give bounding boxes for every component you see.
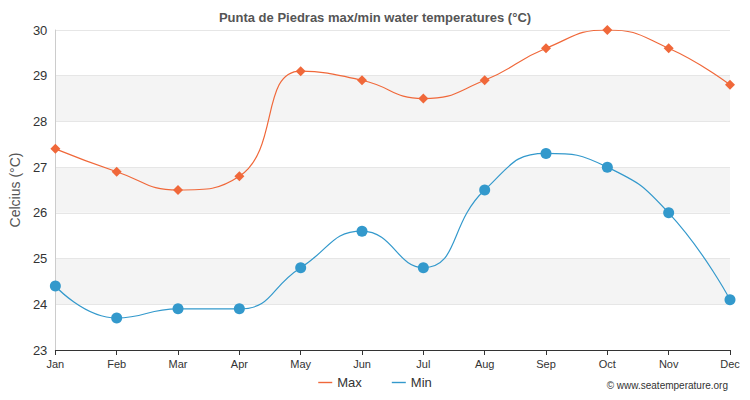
svg-text:Feb: Feb [107, 358, 126, 370]
svg-text:24: 24 [33, 297, 47, 312]
svg-text:May: May [290, 358, 311, 370]
svg-text:29: 29 [33, 68, 47, 83]
svg-text:© www.seatemperature.org: © www.seatemperature.org [607, 380, 728, 391]
svg-text:23: 23 [33, 343, 47, 358]
svg-text:Mar: Mar [169, 358, 188, 370]
svg-text:Jun: Jun [353, 358, 371, 370]
svg-text:27: 27 [33, 160, 47, 175]
svg-text:Max: Max [337, 375, 362, 390]
svg-text:Min: Min [411, 375, 432, 390]
svg-text:Apr: Apr [231, 358, 248, 370]
svg-text:Celcius (°C): Celcius (°C) [7, 153, 23, 228]
svg-text:Punta de Piedras max/min water: Punta de Piedras max/min water temperatu… [219, 10, 531, 25]
svg-text:Aug: Aug [475, 358, 495, 370]
svg-text:25: 25 [33, 251, 47, 266]
svg-text:Dec: Dec [720, 358, 740, 370]
svg-text:Oct: Oct [599, 358, 616, 370]
svg-text:28: 28 [33, 114, 47, 129]
svg-text:Jan: Jan [46, 358, 64, 370]
svg-text:26: 26 [33, 205, 47, 220]
svg-text:30: 30 [33, 23, 47, 38]
svg-text:Sep: Sep [536, 358, 556, 370]
svg-text:Nov: Nov [659, 358, 679, 370]
svg-text:Jul: Jul [416, 358, 430, 370]
